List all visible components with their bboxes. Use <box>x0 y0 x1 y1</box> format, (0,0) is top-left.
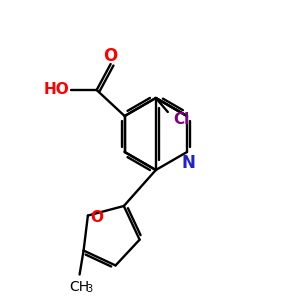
Text: 3: 3 <box>86 284 93 293</box>
Text: O: O <box>90 210 104 225</box>
Text: CH: CH <box>70 280 90 293</box>
Text: HO: HO <box>44 82 70 98</box>
Text: N: N <box>181 154 195 172</box>
Text: O: O <box>103 47 118 65</box>
Text: Cl: Cl <box>174 112 190 127</box>
